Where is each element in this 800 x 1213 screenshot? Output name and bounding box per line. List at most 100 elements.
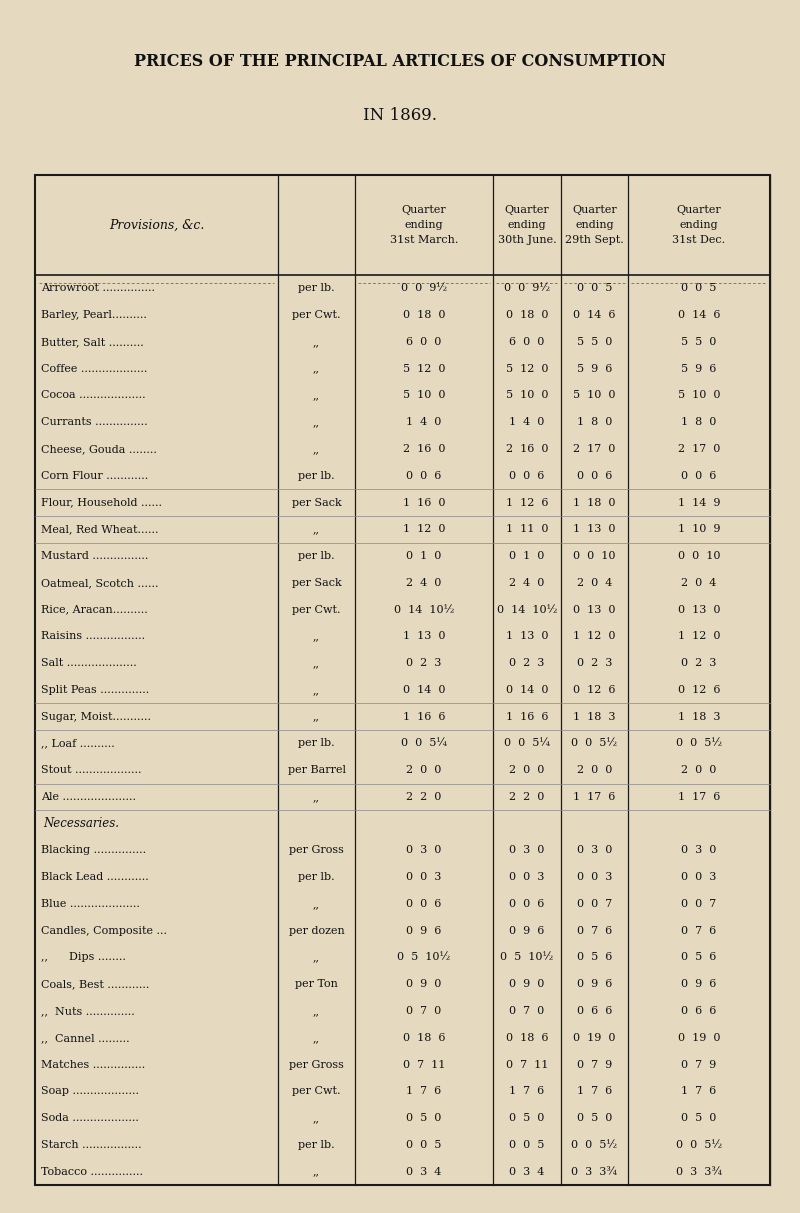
Text: Cheese, Gouda ........: Cheese, Gouda ........ <box>41 444 157 454</box>
Text: 0  3  0: 0 3 0 <box>577 845 612 855</box>
Text: 0  18  6: 0 18 6 <box>506 1032 548 1043</box>
Text: 0  5  6: 0 5 6 <box>682 952 717 962</box>
Text: 0  0  6: 0 0 6 <box>577 471 612 480</box>
Text: ,,: ,, <box>313 792 320 802</box>
Text: per Barrel: per Barrel <box>287 765 346 775</box>
Text: Quarter
ending
31st March.: Quarter ending 31st March. <box>390 205 458 245</box>
Text: 1  7  6: 1 7 6 <box>682 1087 717 1097</box>
Text: 0  7  11: 0 7 11 <box>403 1060 445 1070</box>
Text: 1  18  0: 1 18 0 <box>574 497 616 507</box>
Text: per Sack: per Sack <box>292 497 342 507</box>
Text: 0  6  6: 0 6 6 <box>577 1006 612 1016</box>
Text: per Cwt.: per Cwt. <box>292 604 341 615</box>
Text: 0  7  11: 0 7 11 <box>506 1060 548 1070</box>
Text: 1  4  0: 1 4 0 <box>510 417 545 427</box>
Text: 5  10  0: 5 10 0 <box>678 391 720 400</box>
Text: 1  12  0: 1 12 0 <box>402 524 446 534</box>
Text: 0  14  10½: 0 14 10½ <box>497 604 557 615</box>
Text: Necessaries.: Necessaries. <box>43 818 119 830</box>
Text: 0  0  5½: 0 0 5½ <box>676 739 722 748</box>
Text: 0  19  0: 0 19 0 <box>678 1032 720 1043</box>
Text: Tobacco ...............: Tobacco ............... <box>41 1167 143 1177</box>
Text: per lb.: per lb. <box>298 284 335 294</box>
Text: ,,: ,, <box>313 631 320 642</box>
Text: 5  9  6: 5 9 6 <box>577 364 612 374</box>
Text: Butter, Salt ..........: Butter, Salt .......... <box>41 337 144 347</box>
Text: 1  18  3: 1 18 3 <box>574 712 616 722</box>
Text: 2  17  0: 2 17 0 <box>678 444 720 454</box>
Text: per lb.: per lb. <box>298 1140 335 1150</box>
Text: 0  7  6: 0 7 6 <box>577 926 612 935</box>
Text: 0  0  5½: 0 0 5½ <box>571 1140 618 1150</box>
Text: 2  17  0: 2 17 0 <box>574 444 616 454</box>
Text: 2  0  4: 2 0 4 <box>577 577 612 588</box>
Text: ,, Loaf ..........: ,, Loaf .......... <box>41 739 114 748</box>
Text: 0  0  3: 0 0 3 <box>577 872 612 882</box>
Text: 1  13  0: 1 13 0 <box>402 631 446 642</box>
Text: 1  7  6: 1 7 6 <box>577 1087 612 1097</box>
Text: per dozen: per dozen <box>289 926 344 935</box>
Text: 0  0  5: 0 0 5 <box>682 284 717 294</box>
Text: Provisions, &c.: Provisions, &c. <box>109 218 204 232</box>
Text: 5  10  0: 5 10 0 <box>574 391 616 400</box>
Text: 6  0  0: 6 0 0 <box>510 337 545 347</box>
Text: 0  5  0: 0 5 0 <box>577 1114 612 1123</box>
Text: Matches ...............: Matches ............... <box>41 1060 146 1070</box>
Text: 0  3  3¾: 0 3 3¾ <box>571 1167 618 1177</box>
Text: 0  14  6: 0 14 6 <box>678 311 720 320</box>
Text: 0  5  0: 0 5 0 <box>510 1114 545 1123</box>
Text: 5  5  0: 5 5 0 <box>682 337 717 347</box>
Text: 0  0  10: 0 0 10 <box>678 551 720 562</box>
Text: 0  9  6: 0 9 6 <box>577 979 612 990</box>
Text: Split Peas ..............: Split Peas .............. <box>41 685 150 695</box>
Text: Quarter
ending
31st Dec.: Quarter ending 31st Dec. <box>673 205 726 245</box>
Text: 0  0  5½: 0 0 5½ <box>676 1140 722 1150</box>
Text: 1  13  0: 1 13 0 <box>506 631 548 642</box>
Text: 0  5  6: 0 5 6 <box>577 952 612 962</box>
Text: 2  2  0: 2 2 0 <box>510 792 545 802</box>
Text: 0  9  6: 0 9 6 <box>682 979 717 990</box>
Text: per Ton: per Ton <box>295 979 338 990</box>
Text: per lb.: per lb. <box>298 551 335 562</box>
Text: 5  12  0: 5 12 0 <box>506 364 548 374</box>
Text: per Sack: per Sack <box>292 577 342 588</box>
Text: 0  2  3: 0 2 3 <box>682 659 717 668</box>
Text: 0  3  4: 0 3 4 <box>510 1167 545 1177</box>
Text: 1  12  0: 1 12 0 <box>574 631 616 642</box>
Text: 1  14  9: 1 14 9 <box>678 497 720 507</box>
Text: 5  9  6: 5 9 6 <box>682 364 717 374</box>
Text: 1  4  0: 1 4 0 <box>406 417 442 427</box>
Text: 2  0  0: 2 0 0 <box>510 765 545 775</box>
Text: ,,: ,, <box>313 1167 320 1177</box>
Text: Salt ....................: Salt .................... <box>41 659 137 668</box>
Text: ,,: ,, <box>313 417 320 427</box>
Text: 6  0  0: 6 0 0 <box>406 337 442 347</box>
Text: 1  17  6: 1 17 6 <box>574 792 616 802</box>
Text: 0  1  0: 0 1 0 <box>406 551 442 562</box>
Text: 0  5  10½: 0 5 10½ <box>500 952 554 962</box>
Text: 0  19  0: 0 19 0 <box>574 1032 616 1043</box>
Text: Sugar, Moist...........: Sugar, Moist........... <box>41 712 151 722</box>
Text: 0  9  6: 0 9 6 <box>406 926 442 935</box>
Text: 5  5  0: 5 5 0 <box>577 337 612 347</box>
Text: Mustard ................: Mustard ................ <box>41 551 148 562</box>
Text: Coals, Best ............: Coals, Best ............ <box>41 979 150 990</box>
Text: 0  0  10: 0 0 10 <box>574 551 616 562</box>
Text: Coffee ...................: Coffee ................... <box>41 364 147 374</box>
Text: 2  0  0: 2 0 0 <box>406 765 442 775</box>
Text: 0  0  7: 0 0 7 <box>682 899 717 909</box>
Text: ,,  Cannel .........: ,, Cannel ......... <box>41 1032 130 1043</box>
Text: 0  0  6: 0 0 6 <box>406 899 442 909</box>
Text: 0  7  9: 0 7 9 <box>577 1060 612 1070</box>
Text: Blacking ...............: Blacking ............... <box>41 845 146 855</box>
Text: per Gross: per Gross <box>289 1060 344 1070</box>
Text: 1  12  0: 1 12 0 <box>678 631 720 642</box>
Text: 0  0  5¼: 0 0 5¼ <box>504 739 550 748</box>
Text: 0  18  0: 0 18 0 <box>506 311 548 320</box>
Text: Corn Flour ............: Corn Flour ............ <box>41 471 148 480</box>
Text: Ale .....................: Ale ..................... <box>41 792 136 802</box>
Text: 0  0  6: 0 0 6 <box>682 471 717 480</box>
Text: 0  0  3: 0 0 3 <box>510 872 545 882</box>
Text: 1  16  0: 1 16 0 <box>402 497 446 507</box>
Text: Quarter
ending
29th Sept.: Quarter ending 29th Sept. <box>565 205 624 245</box>
